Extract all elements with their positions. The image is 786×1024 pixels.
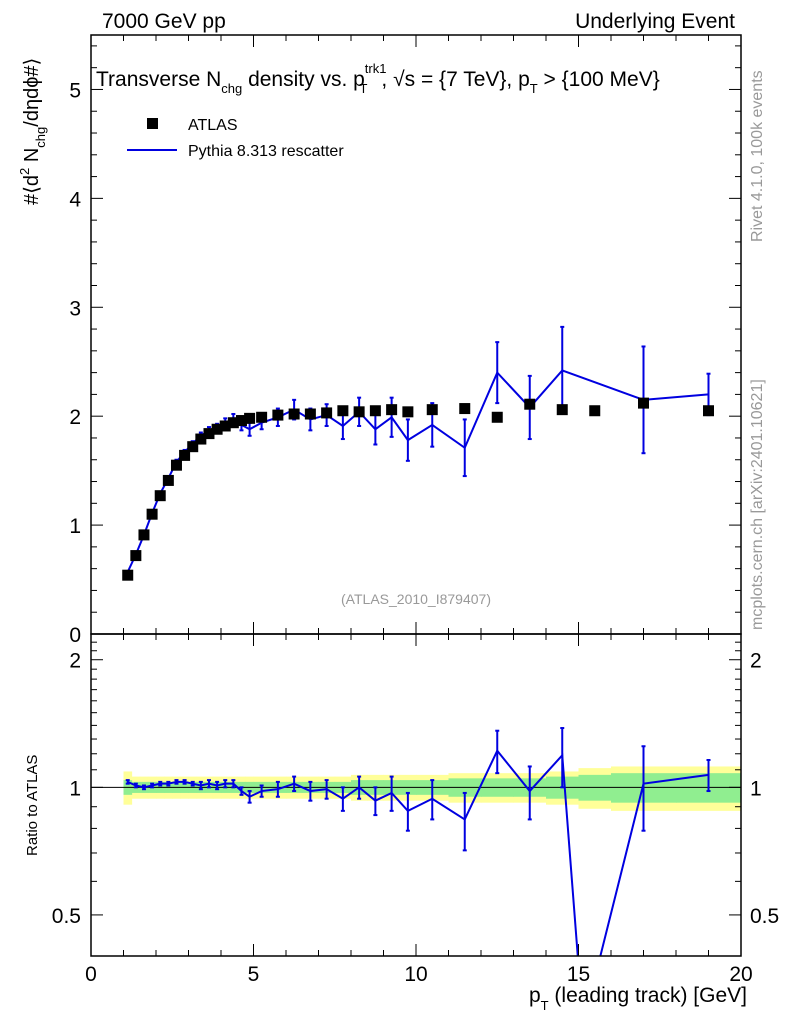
title-part: T — [359, 81, 367, 96]
legend-atlas-label: ATLAS — [188, 117, 238, 134]
atlas-point — [244, 412, 256, 424]
atlas-point — [321, 407, 333, 419]
atlas-point — [138, 529, 150, 541]
title-part: Transverse N — [96, 68, 221, 91]
title-part: T — [530, 81, 538, 96]
atlas-point — [211, 423, 223, 435]
y-tick-label: 4 — [69, 188, 81, 211]
ylabel-part: 2 — [17, 168, 32, 175]
legend-atlas-marker — [147, 118, 158, 129]
atlas-point — [272, 409, 284, 421]
x-tick-label: 10 — [404, 963, 427, 986]
atlas-point — [170, 459, 182, 471]
ylabel-part: /dηdϕ#⟩ — [21, 58, 43, 127]
main-series — [122, 325, 714, 581]
title-part: chg — [221, 81, 242, 96]
atlas-point — [203, 428, 215, 440]
legend-mc-label: Pythia 8.313 rescatter — [188, 143, 344, 160]
atlas-point — [386, 404, 398, 416]
ratio-frame — [90, 633, 742, 957]
main-ylabel-text: #⟨d2 Nchg/dηdϕ#⟩ — [17, 58, 48, 205]
y-tick-label: 3 — [69, 297, 81, 320]
atlas-point — [402, 406, 414, 418]
ratio-ylabel: Ratio to ATLAS — [24, 755, 41, 856]
xlabel-part: T — [541, 998, 549, 1013]
atlas-point — [179, 449, 191, 461]
atlas-point — [638, 397, 649, 409]
atlas-point — [288, 408, 300, 420]
atlas-point — [491, 411, 503, 423]
analysis-watermark: (ATLAS_2010_I879407) — [341, 591, 491, 607]
ratio-y-tick-label-right: 1 — [750, 777, 762, 800]
ratio-y-tick-label-right: 0.5 — [750, 905, 779, 928]
x-tick-label: 5 — [248, 963, 260, 986]
atlas-point — [187, 441, 199, 453]
title-part: > {100 MeV} — [538, 68, 660, 91]
atlas-point — [227, 417, 239, 429]
atlas-point — [219, 420, 231, 432]
atlas-point — [703, 405, 714, 417]
ratio-y-tick-label: 0.5 — [52, 905, 81, 928]
atlas-point — [122, 569, 134, 581]
xlabel-part: (leading track) [GeV] — [549, 984, 747, 1007]
atlas-point — [459, 403, 471, 415]
ylabel-part: chg — [33, 127, 48, 148]
atlas-point — [353, 406, 365, 418]
atlas-point — [146, 508, 158, 520]
atlas-point — [426, 404, 438, 416]
y-tick-label: 5 — [69, 79, 81, 102]
ratio-y-tick-label: 2 — [69, 650, 81, 673]
ratio-series — [125, 727, 711, 956]
y-tick-label: 2 — [69, 406, 81, 429]
atlas-point — [524, 398, 536, 410]
ylabel-part: #⟨d — [21, 175, 43, 205]
ylabel-part: N — [21, 148, 43, 168]
atlas-point — [235, 415, 247, 427]
mc-line — [126, 369, 709, 573]
header-left: 7000 GeV pp — [102, 10, 226, 33]
xlabel-part: p — [529, 984, 541, 1007]
mcplots-label: mcplots.cern.ch [arXiv:2401.10621] — [749, 379, 766, 630]
axes: 0 5 10 15 20 0 1 2 3 4 5 0.5 0.5 1 1 2 2 — [52, 35, 779, 986]
main-title: Transverse Nchg density vs. ptrk1 T, √s =… — [96, 61, 660, 96]
atlas-point — [256, 411, 268, 423]
atlas-point — [556, 404, 568, 416]
ratio-y-tick-label: 1 — [69, 777, 81, 800]
title-part: trk1 — [365, 61, 387, 76]
main-ylabel: #⟨d2 Nchg/dηdϕ#⟩ — [17, 58, 48, 205]
atlas-point — [162, 474, 174, 486]
atlas-point — [337, 405, 349, 417]
x-tick-label: 20 — [729, 963, 752, 986]
rivet-label: Rivet 4.1.0, 100k events — [749, 70, 766, 242]
title-part: , √s = {7 TeV}, p — [381, 68, 529, 91]
atlas-point — [304, 408, 316, 420]
atlas-point — [195, 433, 207, 445]
legend: ATLAS Pythia 8.313 rescatter — [127, 117, 344, 160]
atlas-point — [154, 490, 166, 502]
x-tick-label: 0 — [85, 963, 97, 986]
header-right: Underlying Event — [575, 10, 735, 33]
x-tick-label: 15 — [567, 963, 590, 986]
y-tick-label: 0 — [69, 624, 81, 647]
atlas-point — [589, 405, 601, 417]
atlas-point — [369, 405, 381, 417]
atlas-point — [130, 550, 142, 562]
title-part: density vs. p — [242, 68, 365, 91]
x-axis-label: pT (leading track) [GeV] — [529, 984, 747, 1013]
ratio-y-tick-label-right: 2 — [750, 650, 762, 673]
y-tick-label: 1 — [69, 515, 81, 538]
